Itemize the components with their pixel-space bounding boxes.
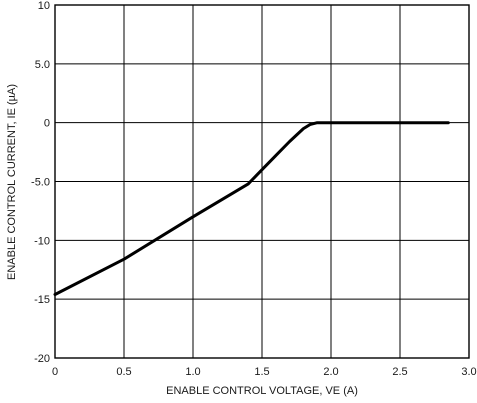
x-tick-label: 0.5 <box>116 366 131 378</box>
y-tick-label: 0 <box>44 118 50 130</box>
x-axis-label: ENABLE CONTROL VOLTAGE, VE (A) <box>166 385 358 397</box>
grid-lines <box>55 5 469 358</box>
x-tick-label: 1.0 <box>185 366 200 378</box>
series-line <box>53 121 450 296</box>
y-tick-labels: 10 5.0 0 -5.0 -10 -15 -20 <box>31 0 50 365</box>
x-tick-label: 3.0 <box>461 366 476 378</box>
y-axis-label: ENABLE CONTROL CURRENT, IE (µA) <box>6 84 18 280</box>
y-tick-label: 10 <box>38 0 50 12</box>
series-layer <box>53 121 450 296</box>
x-tick-label: 1.5 <box>254 366 269 378</box>
x-tick-label: 2.5 <box>392 366 407 378</box>
plot-frame <box>54 4 470 359</box>
y-tick-label: 5.0 <box>35 59 50 71</box>
x-tick-labels: 0 0.5 1.0 1.5 2.0 2.5 3.0 <box>52 366 477 378</box>
y-tick-label: -10 <box>34 235 50 247</box>
y-tick-label: -5.0 <box>31 177 50 189</box>
y-tick-label: -15 <box>34 294 50 306</box>
x-tick-label: 2.0 <box>323 366 338 378</box>
x-tick-label: 0 <box>52 366 58 378</box>
y-tick-label: -20 <box>34 353 50 365</box>
